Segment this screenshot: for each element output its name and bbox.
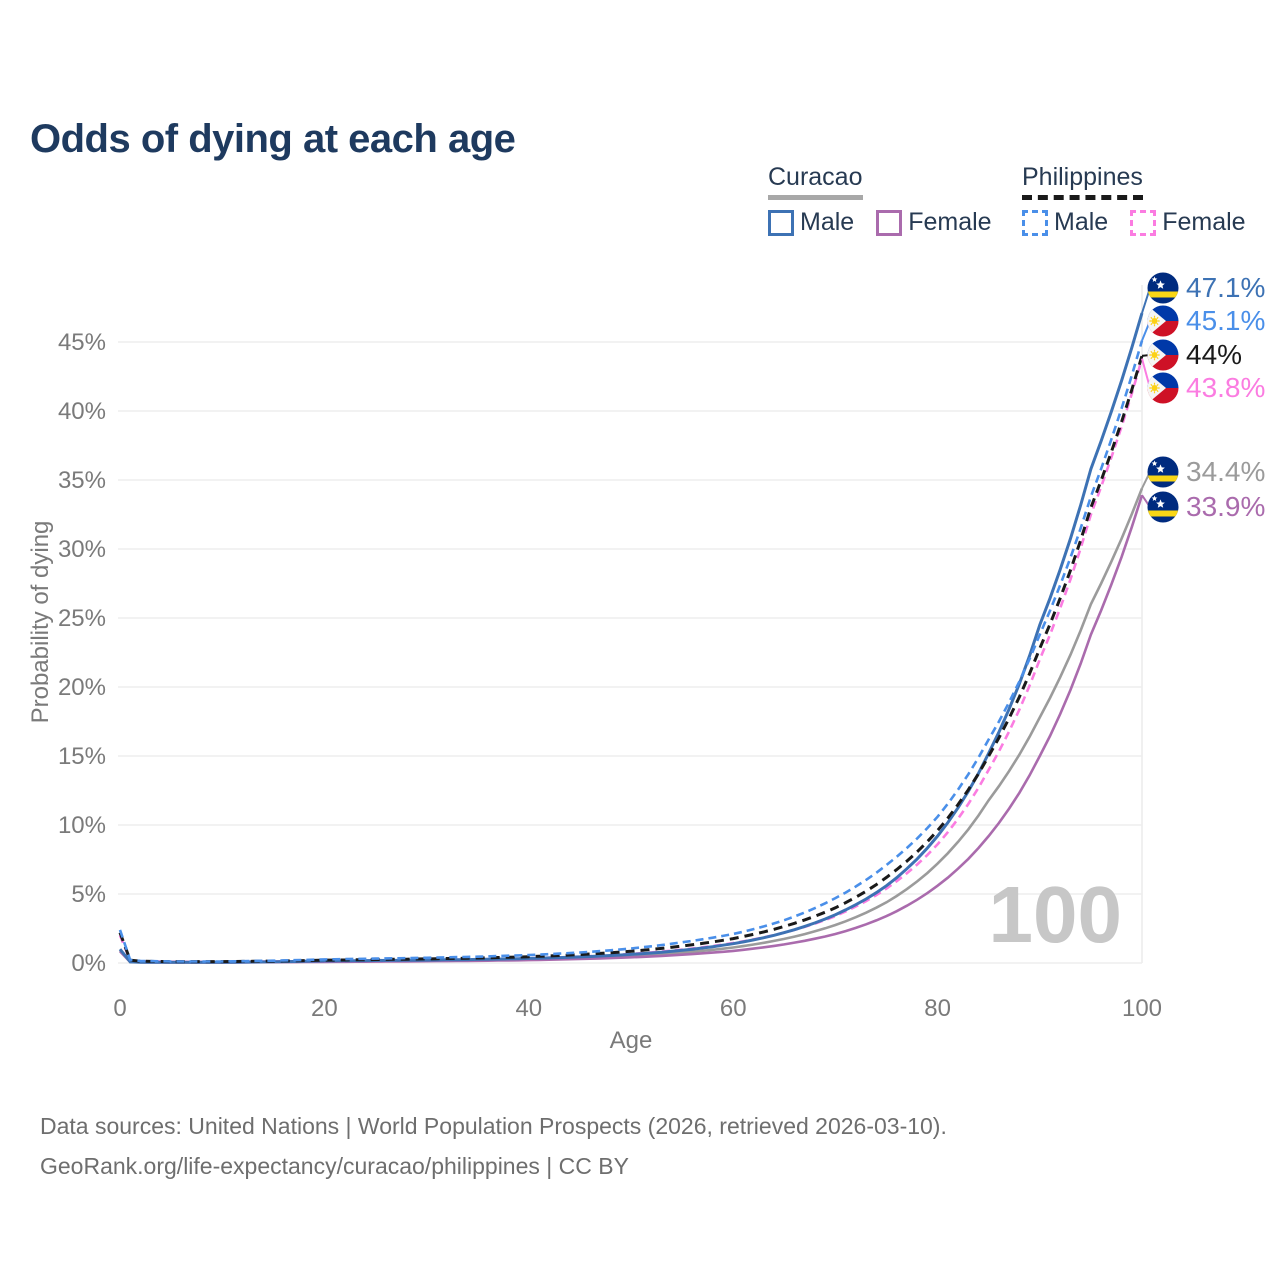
end-label-value: 44%: [1186, 339, 1242, 370]
legend-header-curacao[interactable]: Curacao: [768, 163, 863, 200]
end-label-value: 47.1%: [1186, 272, 1265, 303]
y-tick-label: 20%: [58, 674, 106, 701]
curacao-male-swatch-icon: [768, 209, 794, 236]
legend-item-philippines-female[interactable]: Female: [1130, 208, 1246, 237]
y-tick-label: 10%: [58, 812, 106, 839]
series-line-philippines-male: [118, 340, 1144, 963]
legend-header-philippines[interactable]: Philippines: [1022, 163, 1143, 200]
legend-item-curacao-male[interactable]: Male: [768, 208, 854, 237]
legend-label: Male: [800, 208, 855, 236]
philippines-flag-icon: [1147, 339, 1179, 371]
series-line-philippines-combined: [118, 355, 1144, 964]
legend-item-philippines-male[interactable]: Male: [1022, 208, 1108, 237]
philippines-male-swatch-icon: [1022, 209, 1048, 236]
end-label-value: 43.8%: [1186, 372, 1265, 403]
curacao-flag-icon: [1147, 491, 1179, 523]
y-tick-label: 15%: [58, 743, 106, 770]
legend-group-philippines: Philippines Male Female: [1022, 163, 1268, 237]
x-tick-label: 80: [924, 995, 951, 1022]
series-line-curacao-male: [118, 312, 1144, 964]
x-tick-label: 40: [515, 995, 542, 1022]
end-label-value: 33.9%: [1186, 491, 1265, 522]
legend-label: Male: [1054, 208, 1109, 236]
legend-group-curacao: Curacao Male Female: [768, 163, 1014, 237]
curacao-flag-icon: [1147, 456, 1179, 488]
y-tick-label: 5%: [71, 881, 106, 908]
y-tick-label: 45%: [58, 329, 106, 356]
end-label-value: 45.1%: [1186, 305, 1265, 336]
footer: Data sources: United Nations | World Pop…: [40, 1106, 947, 1186]
x-tick-label: 0: [113, 995, 126, 1022]
philippines-flag-icon: [1147, 372, 1179, 404]
watermark-age: 100: [989, 870, 1122, 959]
philippines-female-swatch-icon: [1130, 209, 1157, 236]
y-tick-label: 30%: [58, 536, 106, 563]
legend-item-curacao-female[interactable]: Female: [876, 208, 992, 237]
y-axis-title: Probability of dying: [27, 521, 54, 724]
page-title: Odds of dying at each age: [30, 116, 516, 161]
end-label-value: 34.4%: [1186, 456, 1265, 487]
curacao-female-swatch-icon: [876, 209, 903, 236]
footer-data-sources: Data sources: United Nations | World Pop…: [40, 1113, 947, 1139]
y-tick-label: 35%: [58, 467, 106, 494]
y-tick-label: 25%: [58, 605, 106, 632]
philippines-flag-icon: [1147, 305, 1179, 337]
legend-label: Female: [1162, 208, 1246, 236]
x-axis-title: Age: [610, 1027, 653, 1054]
x-tick-label: 20: [311, 995, 338, 1022]
y-tick-label: 40%: [58, 398, 106, 425]
y-tick-label: 0%: [71, 950, 106, 977]
x-tick-label: 60: [720, 995, 747, 1022]
footer-attribution: GeoRank.org/life-expectancy/curacao/phil…: [40, 1153, 629, 1179]
curacao-flag-icon: [1147, 272, 1179, 304]
x-tick-label: 100: [1122, 995, 1162, 1022]
legend-label: Female: [908, 208, 992, 236]
